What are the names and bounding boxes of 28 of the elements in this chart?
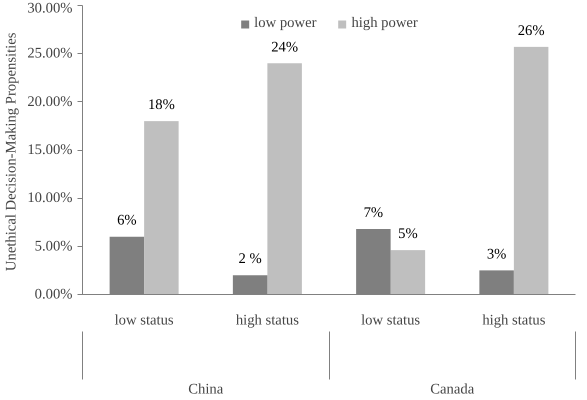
text: China (188, 382, 224, 398)
data-label: 6% (117, 212, 137, 229)
y-axis-title: Unethical Decision-Making Propensities (3, 32, 20, 272)
data-label: 24% (271, 39, 298, 56)
y-tick-label: 5.00% (34, 238, 72, 254)
bar (514, 46, 548, 294)
data-label: 2 % (238, 251, 262, 268)
bar (390, 250, 426, 294)
x-tick-label: low status (361, 312, 420, 328)
data-label: 3% (486, 246, 506, 262)
legend-label: high power (351, 15, 418, 32)
x-tick-label: low status (114, 312, 174, 328)
data-label: 5% (398, 226, 418, 242)
y-tick-label: 15.00% (27, 142, 72, 158)
bar (267, 63, 302, 294)
y-tick-label: 10.00% (27, 190, 72, 206)
data-label: 26% (518, 22, 545, 39)
x-tick-label: high status (236, 312, 300, 328)
data-label: 18% (148, 97, 175, 114)
y-tick-label: 0.00% (34, 286, 72, 302)
y-tick-label: 20.00% (27, 94, 72, 110)
x-tick-label: high status (482, 312, 546, 328)
y-tick-label: 25.00% (27, 46, 72, 62)
text: Canada (430, 382, 475, 398)
legend-label: low power (254, 15, 316, 32)
bar (144, 121, 179, 294)
y-tick-label: 30.00% (27, 0, 72, 16)
data-label: 7% (364, 204, 384, 221)
